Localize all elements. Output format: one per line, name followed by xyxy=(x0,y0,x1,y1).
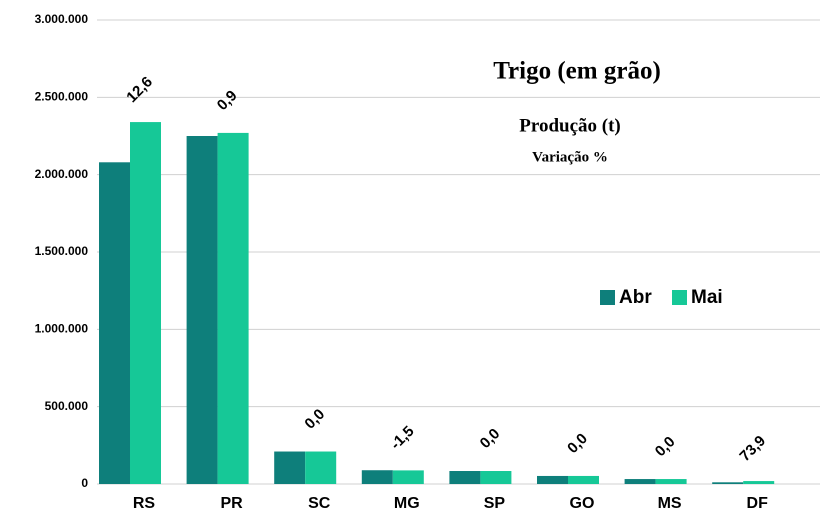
chart-subtitle: Produção (t) xyxy=(519,115,621,136)
bar xyxy=(624,479,656,484)
bar xyxy=(743,481,775,484)
bar xyxy=(537,475,568,484)
bar xyxy=(655,479,687,484)
bar xyxy=(568,475,599,484)
y-tick-label: 2.000.000 xyxy=(35,167,89,181)
y-tick-label: 2.500.000 xyxy=(35,90,89,104)
bar xyxy=(480,471,512,484)
bar xyxy=(361,470,393,484)
y-tick-label: 500.000 xyxy=(45,399,89,413)
data-label: 73,9 xyxy=(736,432,769,465)
bar xyxy=(449,471,481,484)
x-tick-label: PR xyxy=(220,495,243,512)
legend-swatch xyxy=(672,290,687,305)
bar xyxy=(392,470,424,484)
data-label: 12,6 xyxy=(123,73,156,106)
bar xyxy=(217,132,249,484)
data-label: 0,0 xyxy=(564,430,591,457)
x-tick-label: SC xyxy=(308,495,331,512)
legend-label: Abr xyxy=(619,287,652,308)
data-label: 0,0 xyxy=(652,433,679,460)
x-tick-label: DF xyxy=(747,495,769,512)
x-tick-label: GO xyxy=(570,495,595,512)
legend-swatch xyxy=(600,290,615,305)
x-tick-label: MS xyxy=(658,495,682,512)
bar xyxy=(305,451,337,484)
legend-label: Mai xyxy=(691,287,723,308)
y-tick-label: 1.500.000 xyxy=(35,244,89,258)
data-label: -1,5 xyxy=(387,423,417,453)
x-tick-label: RS xyxy=(133,495,156,512)
bar xyxy=(274,451,306,484)
annotation: Variação % xyxy=(532,149,608,165)
bar xyxy=(186,136,218,484)
bar xyxy=(130,122,161,484)
chart-title: Trigo (em grão) xyxy=(493,58,661,85)
y-tick-label: 1.000.000 xyxy=(35,322,89,336)
x-tick-label: SP xyxy=(484,495,506,512)
data-label: 0,0 xyxy=(301,406,328,433)
data-label: 0,9 xyxy=(214,87,241,114)
bar xyxy=(712,482,744,484)
x-tick-label: MG xyxy=(394,495,420,512)
y-tick-label: 0 xyxy=(81,476,88,490)
y-tick-label: 3.000.000 xyxy=(35,12,89,26)
bar xyxy=(99,162,130,484)
data-label: 0,0 xyxy=(477,425,504,452)
